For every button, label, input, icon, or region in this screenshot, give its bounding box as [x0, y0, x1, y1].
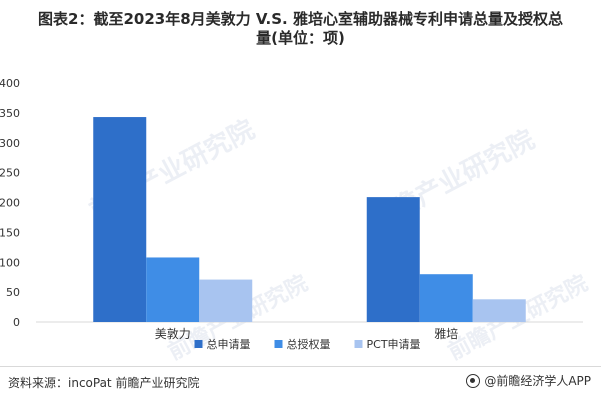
y-tick-label: 100	[0, 256, 20, 269]
y-tick-label: 0	[13, 316, 20, 329]
bar-2-2	[419, 274, 473, 322]
bar-1-2	[366, 197, 420, 322]
brand-text: @前瞻经济学人APP	[484, 374, 591, 388]
y-tick-label: 300	[0, 137, 20, 150]
chart-title-line2: 量(单位：项)	[256, 29, 345, 47]
y-tick-label: 350	[0, 107, 20, 120]
footer-divider	[0, 366, 601, 367]
bar-2-1	[146, 257, 200, 322]
legend-swatch-2	[274, 340, 283, 348]
y-tick-label: 400	[0, 77, 20, 90]
legend-swatch-1	[194, 340, 203, 348]
bar-3-2	[472, 299, 526, 322]
x-tick-label: 美敦力	[155, 326, 191, 341]
y-tick-label: 50	[6, 286, 20, 299]
y-tick-label: 150	[0, 226, 20, 239]
legend-label-1: 总申请量	[207, 337, 251, 351]
legend-label-3: PCT申请量	[367, 338, 421, 351]
legend-label-2: 总授权量	[287, 337, 331, 351]
legend-swatch-3	[354, 340, 363, 348]
x-tick-label: 雅培	[434, 326, 458, 341]
bar-3-1	[199, 279, 253, 322]
chart-title-line1: 图表2：截至2023年8月美敦力 V.S. 雅培心室辅助器械专利申请总量及授权总	[38, 10, 563, 28]
brand-credit: @前瞻经济学人APP	[466, 372, 591, 389]
y-tick-label: 250	[0, 167, 20, 180]
chart-title: 图表2：截至2023年8月美敦力 V.S. 雅培心室辅助器械专利申请总量及授权总…	[0, 10, 601, 48]
brand-logo-icon	[466, 373, 481, 388]
bar-1-1	[93, 117, 147, 323]
source-note: 资料来源：incoPat 前瞻产业研究院	[8, 376, 200, 390]
y-tick-label: 200	[0, 197, 20, 210]
